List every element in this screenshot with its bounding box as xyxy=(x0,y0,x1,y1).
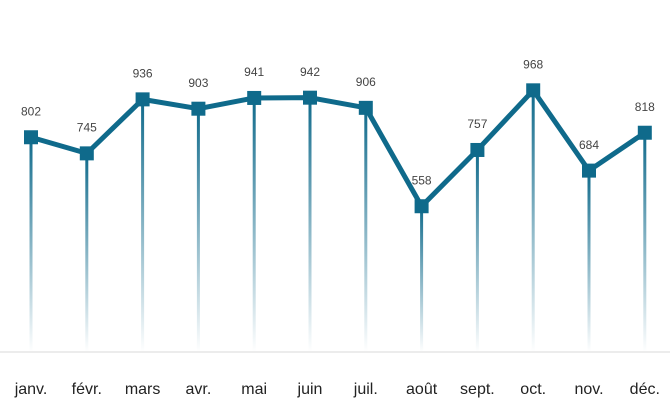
drop-line xyxy=(141,99,145,352)
drop-line xyxy=(364,107,368,352)
marker xyxy=(191,101,206,116)
marker xyxy=(414,199,429,214)
data-label: 684 xyxy=(579,138,599,152)
x-tick-label: juin xyxy=(297,381,323,398)
marker xyxy=(526,83,541,98)
drop-line xyxy=(196,108,200,353)
x-tick-label: mars xyxy=(125,381,161,398)
x-tick-label: sept. xyxy=(460,381,495,398)
data-label: 745 xyxy=(77,121,97,135)
x-tick-label: févr. xyxy=(72,381,102,398)
drop-line xyxy=(531,90,535,352)
drop-line xyxy=(252,97,256,352)
data-label: 903 xyxy=(188,76,208,90)
x-tick-label: avr. xyxy=(186,381,212,398)
marker xyxy=(135,92,150,107)
x-tick-label: janv. xyxy=(14,381,48,398)
data-label: 802 xyxy=(21,104,41,118)
drop-line xyxy=(643,132,647,352)
marker xyxy=(79,146,94,161)
data-label: 757 xyxy=(467,117,487,131)
marker xyxy=(637,125,652,140)
drop-line xyxy=(475,149,479,352)
marker xyxy=(582,163,596,178)
x-tick-label: déc. xyxy=(630,381,660,398)
data-label: 941 xyxy=(244,65,264,79)
data-label: 906 xyxy=(356,75,376,89)
data-label: 968 xyxy=(523,57,543,71)
drop-line xyxy=(308,97,312,353)
marker xyxy=(24,130,38,145)
marker xyxy=(247,90,262,105)
marker xyxy=(303,90,317,105)
data-label: 936 xyxy=(133,67,153,81)
marker xyxy=(358,100,373,115)
data-label: 818 xyxy=(635,100,655,114)
drop-line xyxy=(85,153,89,352)
data-label: 942 xyxy=(300,65,320,79)
line xyxy=(30,87,647,209)
x-tick-label: juil. xyxy=(353,381,378,398)
drop-line xyxy=(587,170,591,352)
data-label: 558 xyxy=(412,173,432,187)
marker xyxy=(470,142,485,157)
x-tick-label: mai xyxy=(241,381,267,398)
drop-line xyxy=(420,206,424,352)
drop-line xyxy=(29,137,33,352)
x-tick-label: nov. xyxy=(574,381,603,398)
x-tick-label: août xyxy=(406,381,438,398)
x-tick-label: oct. xyxy=(520,381,546,398)
